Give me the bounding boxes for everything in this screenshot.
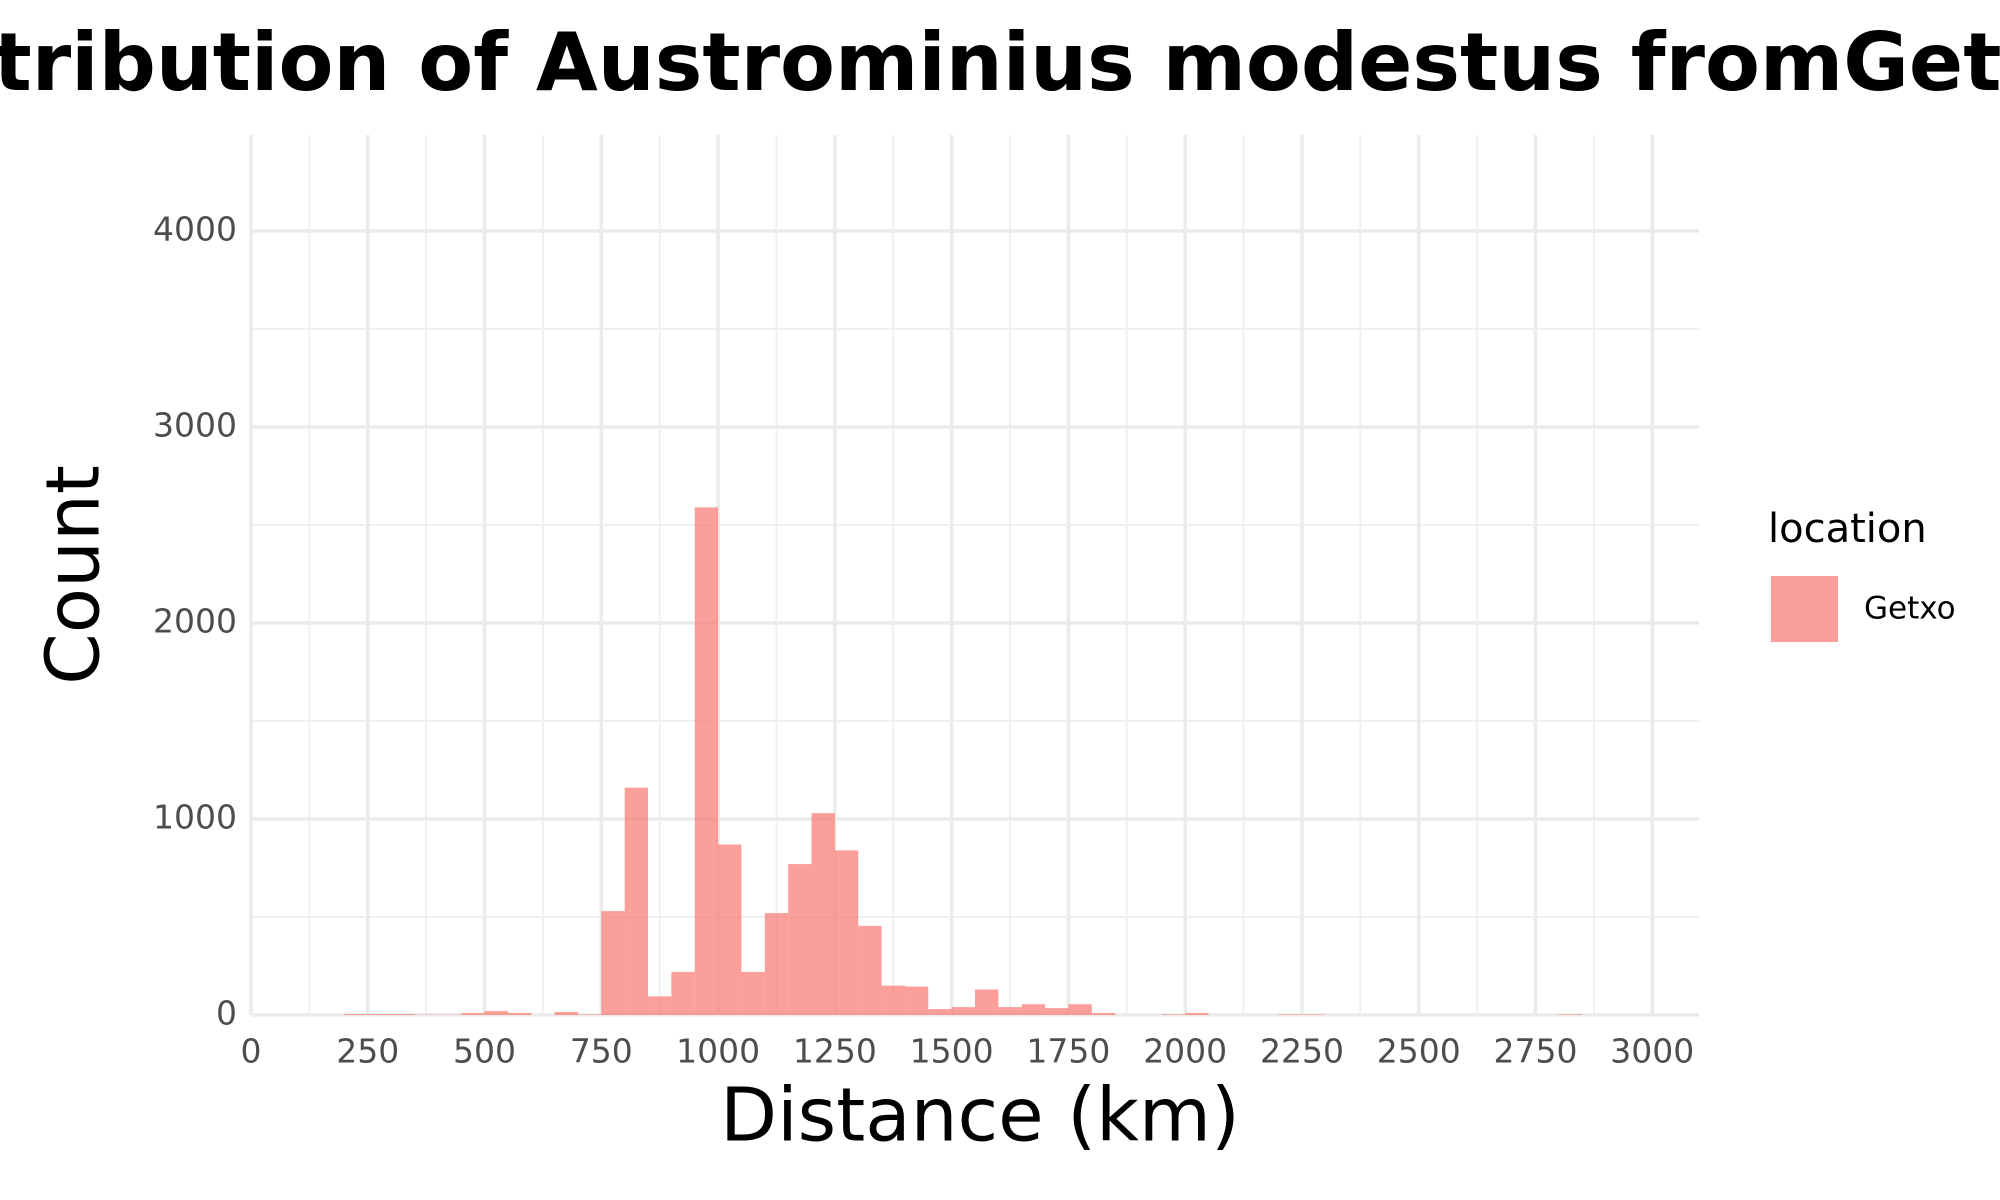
histogram-bar — [741, 971, 765, 1015]
histogram-bar — [1278, 1014, 1302, 1015]
y-tick-label: 2000 — [153, 602, 237, 641]
x-tick-label: 1250 — [793, 1032, 877, 1071]
x-axis-title: Distance (km) — [720, 1073, 1240, 1159]
y-tick-label: 4000 — [153, 210, 237, 249]
histogram-bar — [718, 844, 742, 1015]
legend-title: location — [1768, 506, 1927, 552]
histogram-bar — [764, 913, 789, 1015]
histogram-bar — [1068, 1004, 1092, 1015]
x-tick-label: 2500 — [1377, 1032, 1461, 1071]
x-tick-label: 250 — [336, 1032, 399, 1071]
histogram-bar — [694, 507, 719, 1015]
histogram-bar — [1091, 1013, 1116, 1015]
x-tick-label: 1500 — [910, 1032, 994, 1071]
histogram-bar — [811, 813, 835, 1015]
histogram-bar — [858, 925, 882, 1015]
x-tick-label: 2750 — [1494, 1032, 1578, 1071]
legend-key — [1771, 576, 1838, 642]
x-tick-label: 500 — [453, 1032, 516, 1071]
y-tick-label: 1000 — [153, 798, 237, 837]
histogram-bar — [648, 996, 672, 1015]
histogram-bar — [834, 850, 859, 1015]
y-axis-title: Count — [31, 465, 117, 685]
histogram-bar — [1045, 1008, 1069, 1015]
x-tick-label: 3000 — [1610, 1032, 1694, 1071]
histogram-bar — [1301, 1014, 1326, 1015]
histogram-bar — [461, 1013, 485, 1015]
x-tick-label: 750 — [570, 1032, 633, 1071]
histogram-bar — [344, 1014, 368, 1015]
histogram-bar — [554, 1012, 578, 1015]
histogram-bar — [1021, 1004, 1046, 1015]
histogram-bar — [998, 1007, 1022, 1015]
legend-label: Getxo — [1864, 591, 1956, 627]
histogram-bar — [624, 787, 649, 1015]
chart-title: Distribution of Austrominius modestus fr… — [0, 16, 2000, 109]
histogram-bar — [975, 989, 999, 1015]
histogram-bar — [904, 986, 929, 1015]
x-tick-label: 2000 — [1143, 1032, 1227, 1071]
histogram-bar — [601, 911, 625, 1015]
x-tick-label: 2250 — [1260, 1032, 1344, 1071]
histogram-bar — [951, 1007, 975, 1015]
histogram-bar — [1161, 1014, 1186, 1015]
histogram-bar — [391, 1014, 415, 1015]
histogram-bar — [788, 864, 812, 1015]
histogram-bar — [881, 985, 905, 1015]
histogram-bar — [577, 1014, 602, 1015]
histogram-bar — [671, 971, 695, 1015]
x-tick-label: 1750 — [1026, 1032, 1110, 1071]
histogram-bar — [1185, 1013, 1209, 1015]
histogram-bar — [367, 1014, 392, 1015]
y-tick-label: 0 — [216, 994, 237, 1033]
histogram-bar — [928, 1009, 952, 1015]
x-tick-label: 0 — [241, 1032, 262, 1071]
histogram-bar — [1558, 1014, 1583, 1015]
histogram-bar — [507, 1013, 532, 1015]
x-tick-label: 1000 — [676, 1032, 760, 1071]
y-tick-label: 3000 — [153, 406, 237, 445]
histogram-bar — [484, 1011, 508, 1015]
